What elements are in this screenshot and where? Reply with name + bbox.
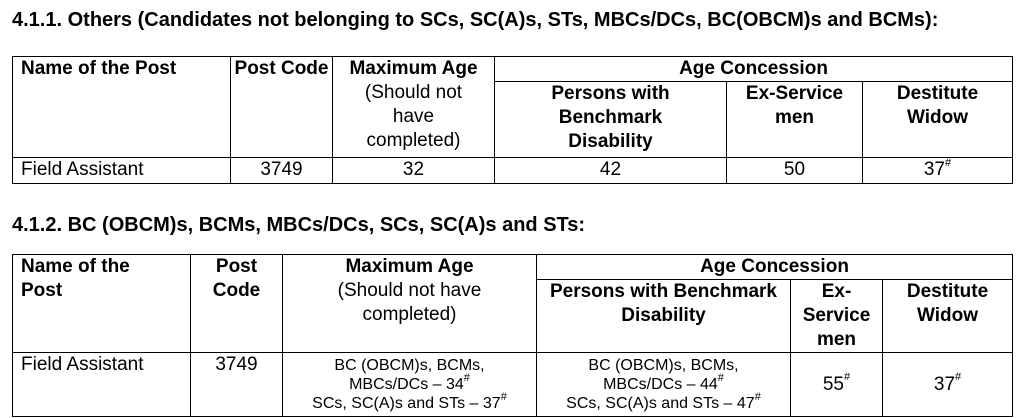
- cell-pwbd: BC (OBCM)s, BCMs, MBCs/DCs – 44# SCs, SC…: [536, 352, 791, 417]
- hash-mark: #: [500, 390, 507, 403]
- header-destitute-widow: Destitute Widow: [861, 81, 1014, 158]
- hash-mark: #: [463, 371, 470, 384]
- cell-max-age: BC (OBCM)s, BCMs, MBCs/DCs – 34# SCs, SC…: [282, 352, 537, 417]
- header-age-concession: Age Concession: [535, 254, 1014, 280]
- cell-post-name: Field Assistant: [12, 157, 231, 184]
- table-row: Field Assistant 3749 32 42 50 37#: [12, 156, 1014, 184]
- header-max-age: Maximum Age (Should not have completed): [332, 56, 495, 158]
- cell-ex-service: 50: [726, 157, 863, 184]
- header-max-age-note: (Should not have completed): [364, 82, 463, 151]
- header-post-name: Name of the Post: [12, 56, 231, 158]
- header-max-age: Maximum Age (Should not have completed): [282, 254, 537, 353]
- hash-mark: #: [844, 371, 851, 384]
- cell-destitute-widow: 37#: [861, 156, 1014, 184]
- cell-ex-service: 55#: [790, 352, 883, 417]
- header-ex-service: Ex-Service men: [790, 279, 883, 353]
- header-pwbd: Persons with Benchmark Disability: [494, 81, 727, 158]
- header-ex-service: Ex-Service men: [726, 81, 863, 158]
- header-destitute-widow: Destitute Widow: [881, 279, 1014, 353]
- hash-mark: #: [945, 156, 952, 169]
- header-pwbd: Persons with Benchmark Disability: [536, 279, 791, 353]
- header-post-name: Name of the Post: [12, 254, 191, 353]
- age-table-others: Name of the Post Post Code Maximum Age (…: [12, 56, 1014, 184]
- table-row: Field Assistant 3749 BC (OBCM)s, BCMs, M…: [12, 352, 1014, 417]
- header-max-age-title: Maximum Age: [345, 256, 474, 277]
- section-2-heading: 4.1.2. BC (OBCM)s, BCMs, MBCs/DCs, SCs, …: [12, 214, 586, 236]
- hash-mark: #: [955, 371, 962, 384]
- hash-mark: #: [754, 390, 761, 403]
- age-table-reserved: Name of the Post Post Code Maximum Age (…: [12, 254, 1014, 417]
- cell-post-code: 3749: [190, 352, 283, 417]
- header-max-age-note: (Should not have completed): [337, 280, 482, 325]
- header-post-code: Post Code: [190, 254, 283, 353]
- cell-post-code: 3749: [230, 157, 333, 184]
- header-post-code: Post Code: [230, 56, 333, 158]
- header-age-concession: Age Concession: [493, 56, 1014, 82]
- hash-mark: #: [717, 371, 724, 384]
- cell-pwbd: 42: [494, 157, 727, 184]
- section-1-heading: 4.1.1. Others (Candidates not belonging …: [12, 9, 939, 31]
- cell-destitute-widow: 37#: [881, 352, 1014, 417]
- cell-post-name: Field Assistant: [12, 352, 191, 417]
- cell-max-age: 32: [332, 157, 495, 184]
- header-max-age-title: Maximum Age: [349, 58, 478, 79]
